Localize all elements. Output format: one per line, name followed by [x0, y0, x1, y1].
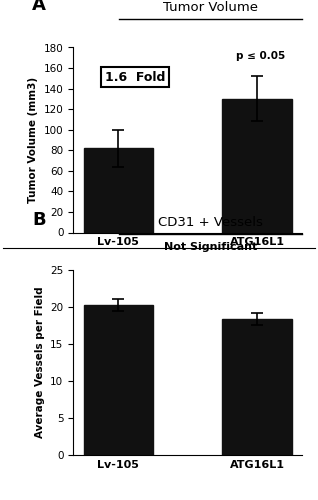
Text: A: A [32, 0, 46, 14]
Text: CD31 + Vessels: CD31 + Vessels [158, 216, 263, 230]
Text: Tumor Volume: Tumor Volume [163, 1, 258, 14]
Text: B: B [32, 212, 45, 230]
Bar [84, 148, 153, 232]
Text: 1.6  Fold: 1.6 Fold [105, 70, 165, 84]
Y-axis label: Tumor Volume (mm3): Tumor Volume (mm3) [28, 77, 38, 203]
Text: p ≤ 0.05: p ≤ 0.05 [236, 51, 286, 61]
Bar [84, 305, 153, 455]
Text: Not Significant: Not Significant [164, 242, 257, 252]
Bar [222, 319, 292, 455]
Bar [222, 99, 292, 232]
Y-axis label: Average Vessels per Field: Average Vessels per Field [35, 286, 45, 438]
